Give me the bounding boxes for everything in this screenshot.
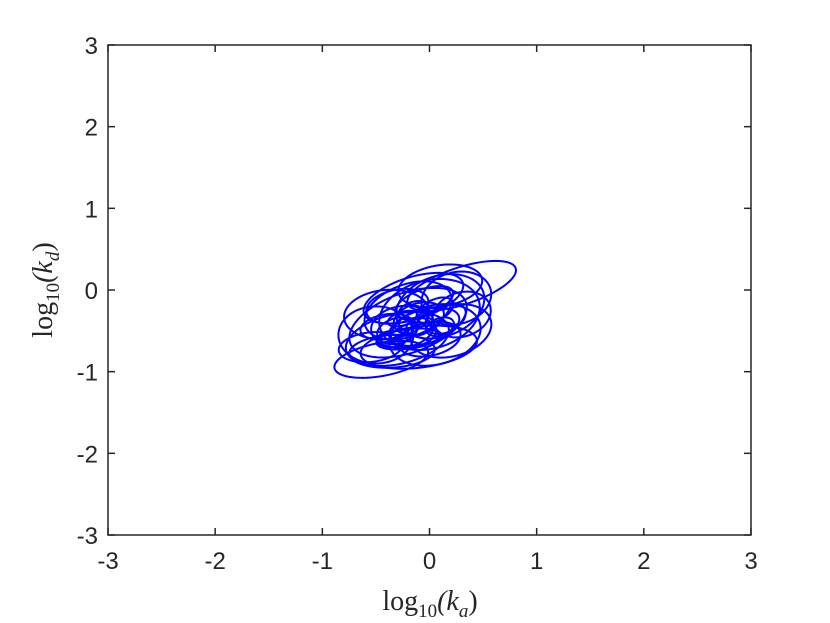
y-axis-label: log10(kd) (28, 242, 64, 337)
x-tick-label: -1 (312, 548, 333, 575)
ellipse (375, 327, 441, 351)
x-tick-label: 1 (530, 548, 543, 575)
y-tick-label: -1 (77, 360, 98, 387)
x-tick-label: 3 (744, 548, 757, 575)
ellipse (431, 290, 492, 339)
ellipse (397, 320, 462, 358)
y-tick-label: -3 (77, 523, 98, 550)
ellipse (392, 301, 445, 336)
x-axis-label: log10(ka) (382, 586, 477, 622)
label-part: ) (28, 242, 59, 251)
label-part: log (28, 302, 59, 338)
label-part: (k (28, 261, 59, 283)
x-tick-label: -2 (204, 548, 225, 575)
ellipse (425, 316, 455, 338)
x-tick-label: 0 (423, 548, 436, 575)
label-part: ) (468, 586, 477, 617)
ellipse (415, 296, 455, 325)
label-part: 10 (418, 601, 437, 622)
ellipse (365, 287, 430, 325)
label-part: a (459, 601, 469, 622)
y-tick-label: 3 (85, 33, 98, 60)
y-tick-label: 1 (85, 196, 98, 223)
ellipse (389, 321, 438, 349)
label-part: (k (437, 586, 459, 617)
ellipse (405, 317, 433, 337)
label-part: 10 (43, 283, 64, 302)
ellipse (378, 277, 481, 352)
x-tick-label: -3 (97, 548, 118, 575)
ellipse (397, 263, 484, 309)
y-tick-label: 2 (85, 115, 98, 142)
x-tick-label: 2 (637, 548, 650, 575)
label-part: d (43, 251, 64, 261)
y-tick-label: 0 (85, 278, 98, 305)
ellipse (376, 329, 408, 349)
y-tick-label: -2 (77, 441, 98, 468)
ellipse (397, 300, 430, 321)
ellipse (386, 309, 419, 328)
label-part: log (382, 586, 418, 617)
